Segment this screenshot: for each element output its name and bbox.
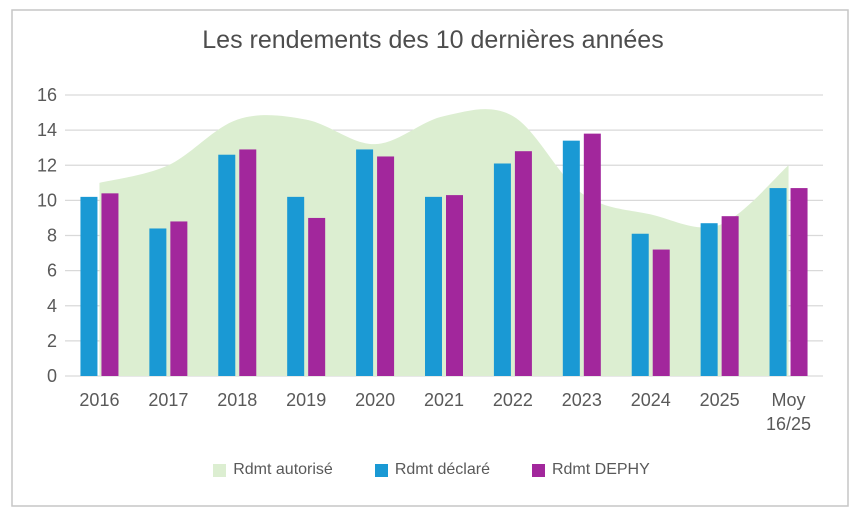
- bar-dephy-2025: [721, 216, 739, 376]
- bar-dephy-2023: [583, 133, 601, 376]
- area-rdmt-autorise: [99, 109, 789, 376]
- x-label-2017: 2017: [148, 390, 188, 410]
- bar-declare-2018: [218, 154, 236, 376]
- bar-declare-2019: [287, 196, 305, 376]
- bar-dephy-2018: [239, 149, 257, 376]
- legend-item-2: Rdmt DEPHY: [531, 461, 650, 479]
- x-label-2022: 2022: [493, 390, 533, 410]
- bar-series: [80, 133, 808, 376]
- bar-dephy-2024: [652, 249, 670, 376]
- chart-title: Les rendements des 10 dernières années: [202, 26, 663, 54]
- legend-item-0: Rdmt autorisé: [213, 461, 333, 479]
- x-label-Moy-16-25: Moy 16/25: [766, 390, 811, 434]
- y-tick-6: 6: [47, 261, 57, 281]
- legend-swatch-2: [531, 463, 545, 477]
- bar-declare-2022: [493, 163, 511, 376]
- legend-swatch-1: [374, 463, 388, 477]
- y-axis-labels: 0 2 4 6 8 10 12 14 16: [37, 85, 57, 386]
- x-label-2018: 2018: [217, 390, 257, 410]
- x-label-2020: 2020: [355, 390, 395, 410]
- y-tick-4: 4: [47, 296, 57, 316]
- x-axis-labels: 2016 2017 2018 2019 2020 2021 2022 2023 2024 2025…: [79, 390, 811, 434]
- bar-declare-2021: [425, 196, 442, 376]
- y-tick-14: 14: [37, 120, 57, 140]
- chart-legend: Rdmt autorisé Rdmt déclaré Rdmt DEPHY: [0, 461, 863, 479]
- x-label-2025: 2025: [700, 390, 740, 410]
- bar-dephy-2017: [170, 221, 188, 376]
- y-tick-8: 8: [47, 226, 57, 246]
- bar-dephy-2016: [101, 193, 119, 376]
- bar-declare-Moy-16-25: [769, 188, 787, 376]
- y-tick-12: 12: [37, 155, 57, 175]
- legend-label-0: Rdmt autorisé: [233, 461, 333, 478]
- legend-label-2: Rdmt DEPHY: [551, 461, 650, 478]
- bar-declare-2020: [356, 149, 374, 376]
- bar-declare-2025: [700, 223, 718, 376]
- y-tick-16: 16: [37, 85, 57, 105]
- y-tick-10: 10: [37, 190, 57, 210]
- bar-dephy-2020: [377, 156, 395, 376]
- y-tick-0: 0: [47, 366, 57, 386]
- y-tick-2: 2: [47, 331, 57, 351]
- bar-dephy-Moy-16-25: [790, 188, 808, 376]
- bar-declare-2017: [149, 228, 167, 376]
- bar-declare-2016: [80, 196, 98, 376]
- bar-declare-2024: [631, 233, 649, 376]
- legend-swatch-0: [213, 463, 227, 477]
- x-label-2016: 2016: [79, 390, 119, 410]
- bar-dephy-2022: [514, 151, 532, 376]
- bar-dephy-2019: [308, 217, 326, 376]
- x-label-2021: 2021: [424, 390, 464, 410]
- area-series-rdmt-autorise: [99, 109, 789, 376]
- bar-dephy-2021: [446, 195, 463, 376]
- legend-item-1: Rdmt déclaré: [374, 461, 490, 479]
- legend-label-1: Rdmt déclaré: [394, 461, 490, 478]
- x-label-2024: 2024: [631, 390, 671, 410]
- x-label-2019: 2019: [286, 390, 326, 410]
- x-label-2023: 2023: [562, 390, 602, 410]
- bar-declare-2023: [562, 140, 580, 376]
